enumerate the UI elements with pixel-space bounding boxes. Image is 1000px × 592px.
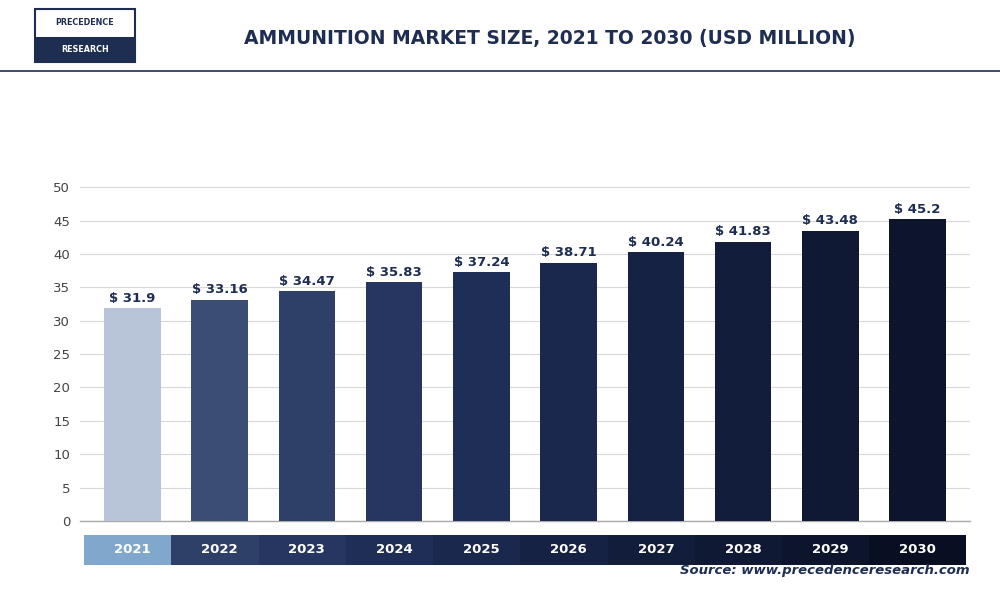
Text: $ 37.24: $ 37.24	[454, 256, 509, 269]
Text: 2023: 2023	[288, 543, 325, 556]
Text: 2025: 2025	[463, 543, 500, 556]
Text: PRECEDENCE: PRECEDENCE	[56, 18, 114, 27]
Bar	[802, 231, 859, 521]
Bar	[715, 242, 771, 521]
Text: 2028: 2028	[725, 543, 762, 556]
Text: 2022: 2022	[201, 543, 238, 556]
Text: 2030: 2030	[899, 543, 936, 556]
Text: $ 40.24: $ 40.24	[628, 236, 684, 249]
Bar	[366, 282, 422, 521]
Text: $ 41.83: $ 41.83	[715, 226, 771, 239]
Text: 2029: 2029	[812, 543, 849, 556]
Bar	[453, 272, 510, 521]
Text: $ 31.9: $ 31.9	[109, 292, 156, 305]
Bar	[191, 300, 248, 521]
Text: $ 33.16: $ 33.16	[192, 284, 247, 297]
Text: $ 45.2: $ 45.2	[894, 203, 941, 216]
Text: RESEARCH: RESEARCH	[61, 45, 109, 54]
Text: AMMUNITION MARKET SIZE, 2021 TO 2030 (USD MILLION): AMMUNITION MARKET SIZE, 2021 TO 2030 (US…	[244, 29, 856, 48]
Text: $ 34.47: $ 34.47	[279, 275, 335, 288]
Text: $ 35.83: $ 35.83	[366, 266, 422, 278]
Text: 2027: 2027	[638, 543, 674, 556]
Bar	[540, 263, 597, 521]
Text: 2021: 2021	[114, 543, 151, 556]
Text: $ 43.48: $ 43.48	[802, 214, 858, 227]
Bar	[104, 308, 161, 521]
Bar	[628, 252, 684, 521]
Text: 2026: 2026	[550, 543, 587, 556]
Bar	[889, 219, 946, 521]
Text: $ 38.71: $ 38.71	[541, 246, 596, 259]
Text: 2024: 2024	[376, 543, 412, 556]
Bar	[279, 291, 335, 521]
Text: Source: www.precedenceresearch.com: Source: www.precedenceresearch.com	[680, 564, 970, 577]
